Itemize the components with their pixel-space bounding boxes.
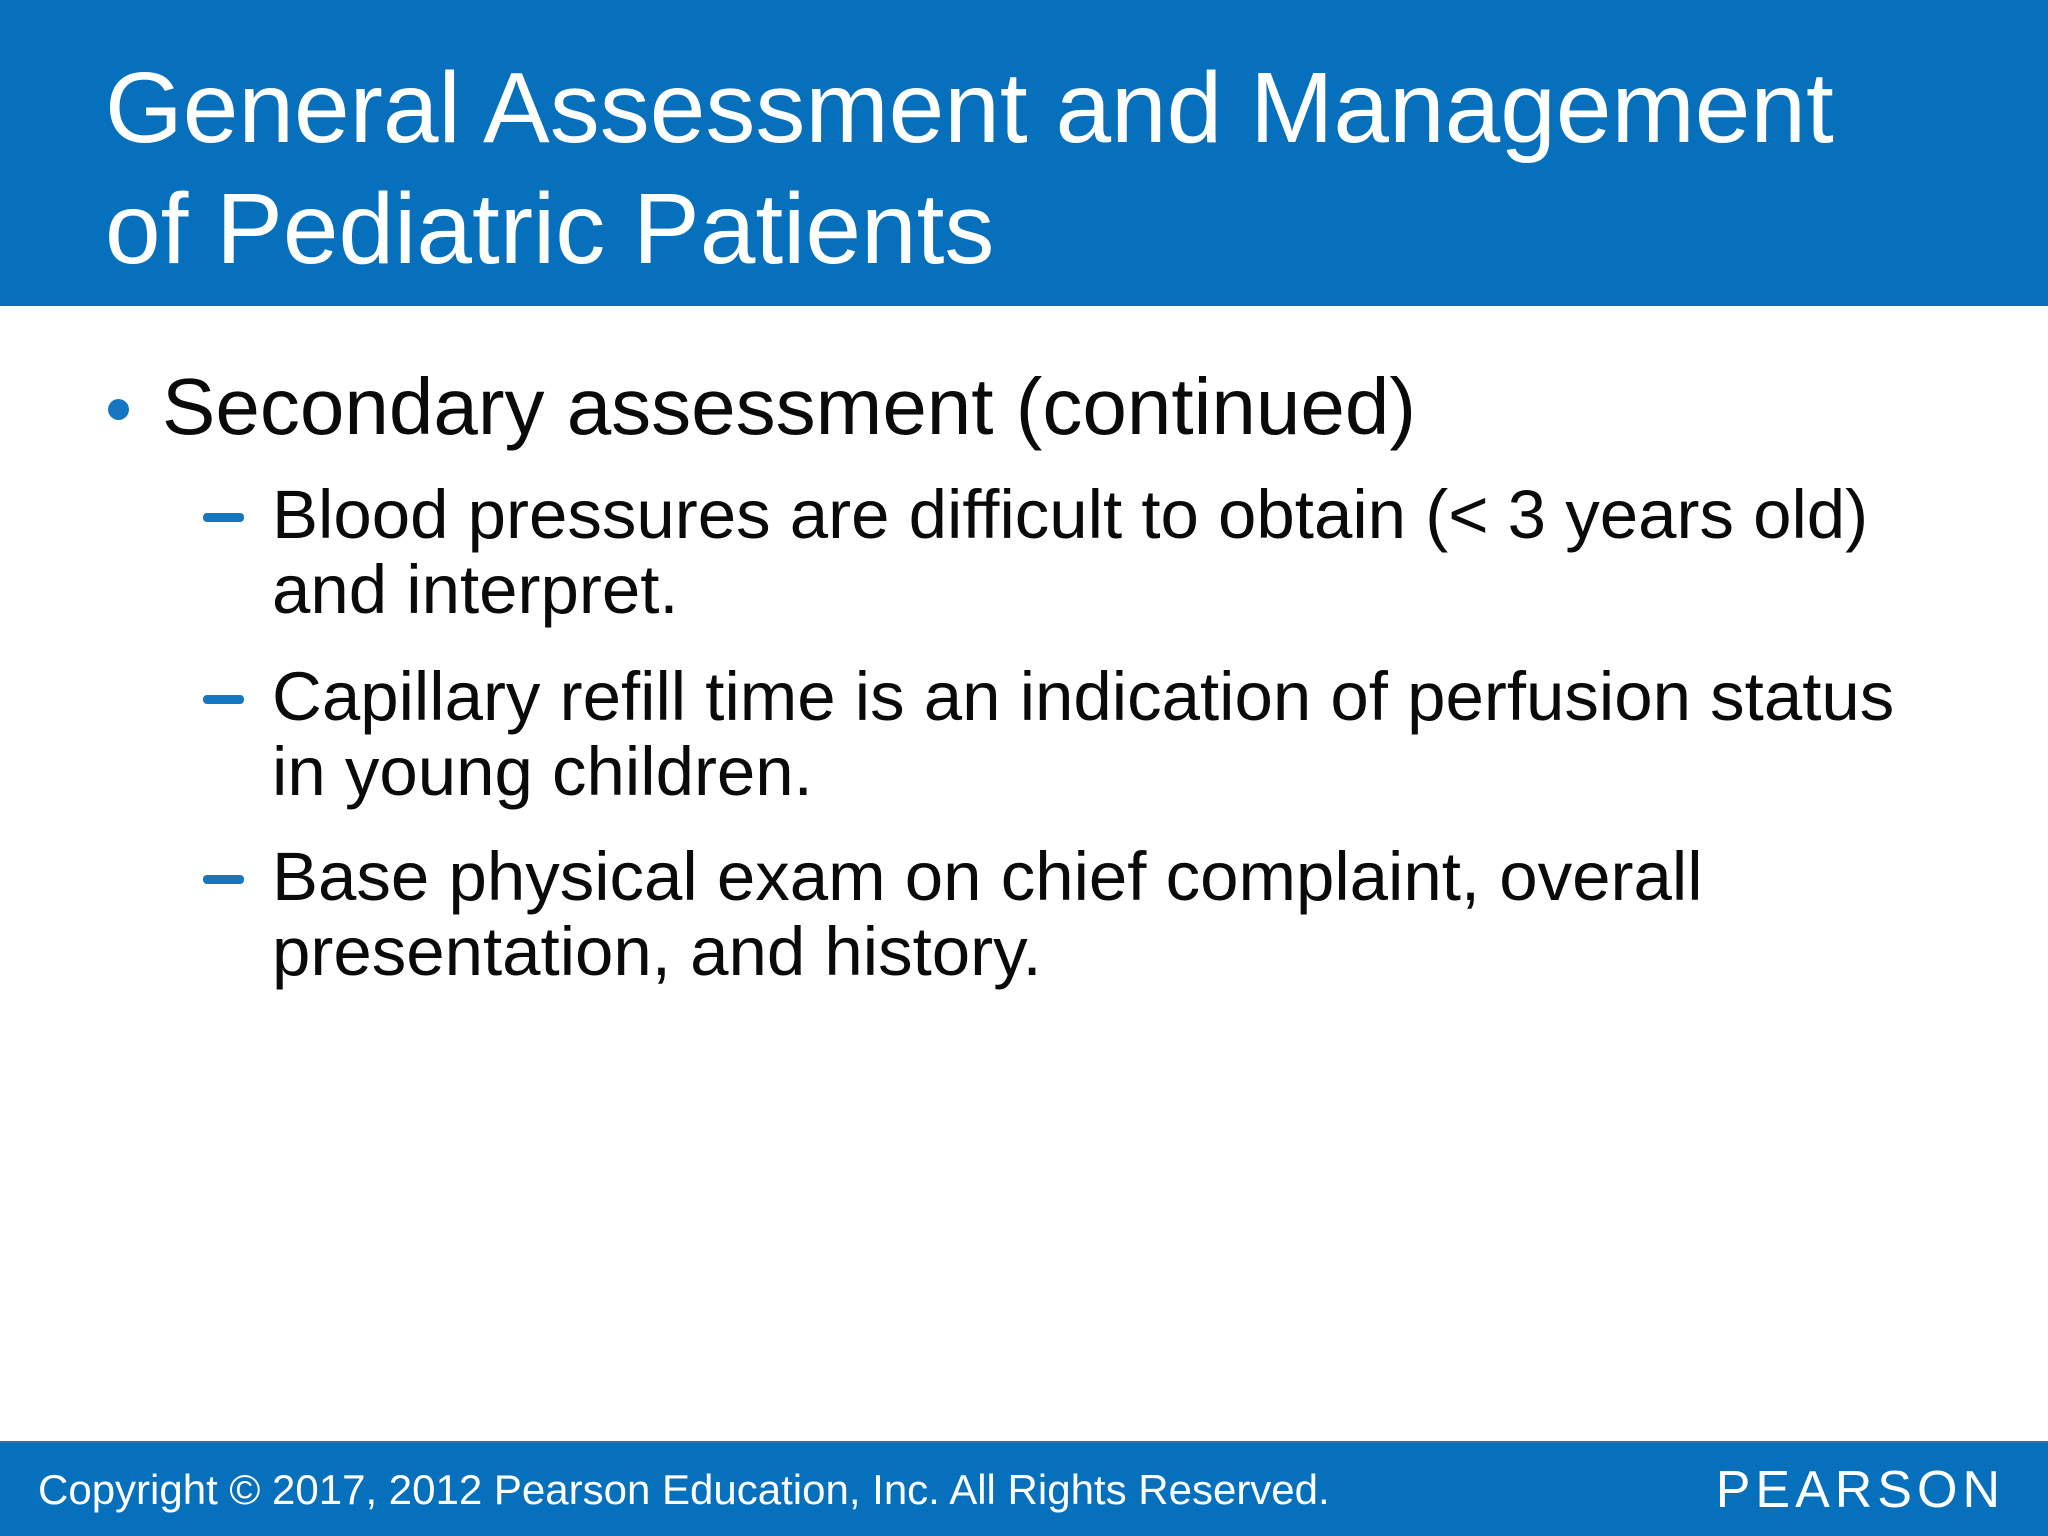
sub-bullet-text: Blood pressures are difficult to obtain …	[272, 476, 1869, 628]
sub-bullet-text: Capillary refill time is an indication o…	[272, 658, 1895, 810]
pearson-logo: PEARSON	[1715, 1460, 2005, 1519]
slide-footer-bar: Copyright © 2017, 2012 Pearson Education…	[0, 1441, 2048, 1536]
slide-body: Secondary assessment (continued) Blood p…	[0, 367, 2048, 989]
list-item-level2: Blood pressures are difficult to obtain …	[203, 477, 2048, 627]
bullet-dash-icon	[203, 875, 244, 884]
page-title: General Assessment and Management of Ped…	[105, 48, 1988, 290]
slide-header-bar: General Assessment and Management of Ped…	[0, 0, 2048, 306]
list-item-level2: Capillary refill time is an indication o…	[203, 659, 2048, 809]
bullet-dot-icon	[108, 399, 129, 420]
bullet-dash-icon	[203, 695, 244, 704]
title-line-2: of Pediatric Patients	[105, 173, 995, 285]
copyright-text: Copyright © 2017, 2012 Pearson Education…	[38, 1465, 1330, 1513]
sub-bullet-text: Base physical exam on chief complaint, o…	[272, 838, 1703, 990]
bullet-text: Secondary assessment (continued)	[162, 362, 1416, 451]
bullet-dash-icon	[203, 513, 244, 522]
list-item-level2: Base physical exam on chief complaint, o…	[203, 839, 2048, 989]
list-item-level1: Secondary assessment (continued)	[108, 367, 2048, 447]
title-line-1: General Assessment and Management	[105, 52, 1834, 164]
